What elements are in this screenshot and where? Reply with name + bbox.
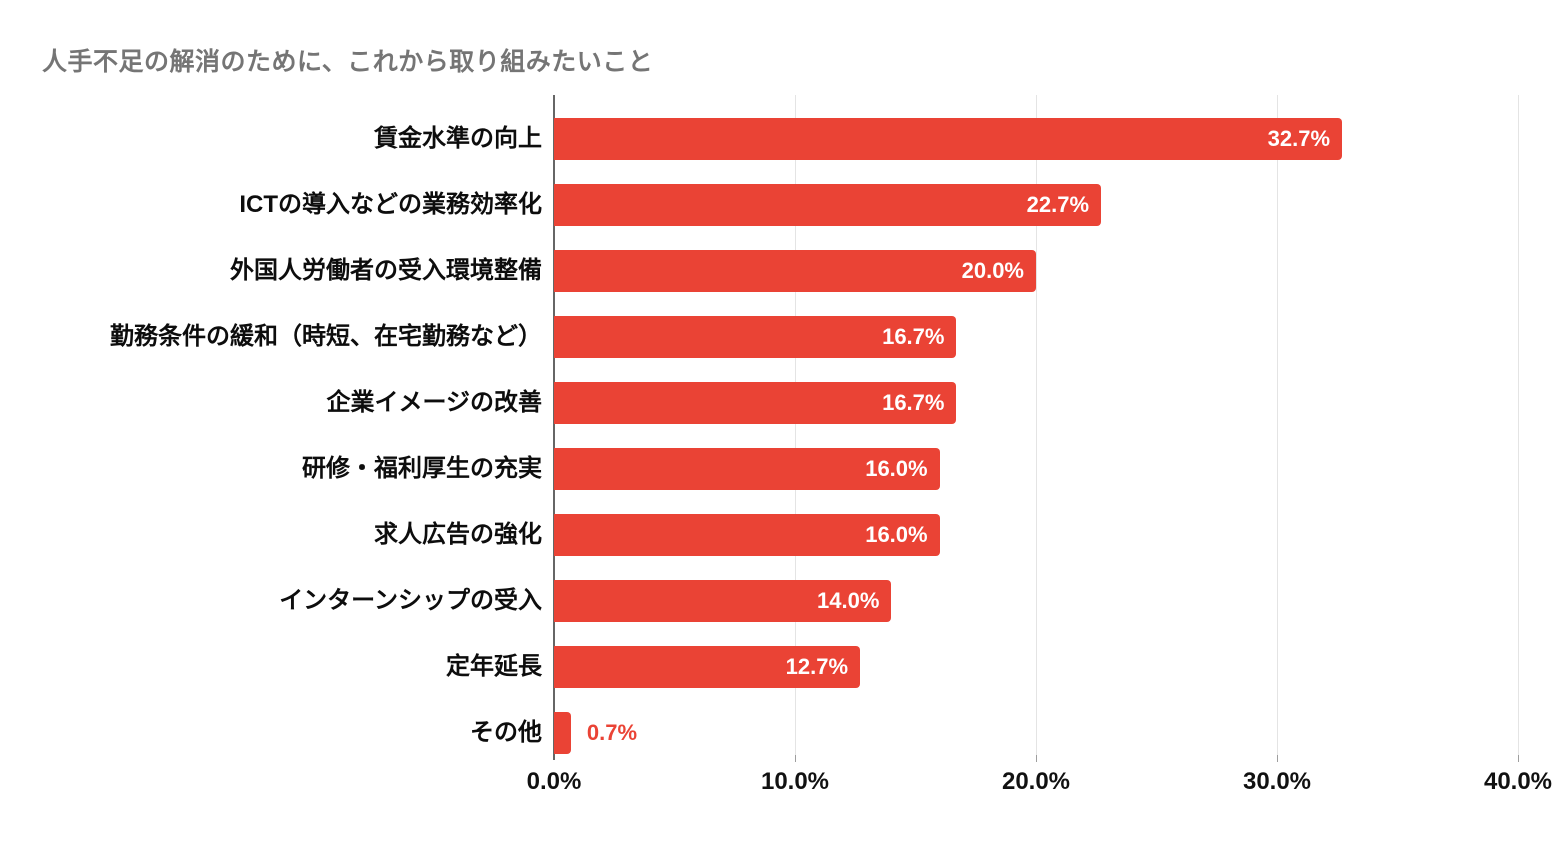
bar-value-label: 16.7% — [882, 324, 945, 349]
x-axis-tick-label: 10.0% — [760, 768, 830, 795]
bar-value-label: 32.7% — [1267, 126, 1331, 151]
bar — [554, 118, 1343, 160]
x-axis-tick — [795, 755, 796, 762]
bar — [554, 514, 940, 556]
bar-value-label: 16.7% — [882, 390, 945, 415]
bar-value-label: 14.0% — [817, 588, 880, 613]
bar-value-label: 12.7% — [785, 654, 849, 679]
category-label: インターンシップの受入 — [279, 587, 542, 614]
bar — [554, 250, 1036, 292]
category-label: その他 — [470, 719, 542, 746]
category-label: 外国人労働者の受入環境整備 — [230, 257, 542, 284]
bar-value-label: 0.7% — [586, 720, 638, 745]
category-label: 求人広告の強化 — [374, 521, 542, 548]
x-gridline — [795, 95, 796, 755]
category-label: 定年延長 — [446, 653, 542, 680]
category-label: 企業イメージの改善 — [326, 389, 542, 416]
bar — [554, 712, 571, 754]
x-gridline — [1277, 95, 1278, 755]
y-axis-line — [553, 95, 555, 760]
category-label: 勤務条件の緩和（時短、在宅勤務など） — [110, 323, 542, 350]
x-axis-tick-label: 20.0% — [1001, 768, 1071, 795]
x-gridline — [1036, 95, 1037, 755]
bar-value-label: 22.7% — [1026, 192, 1090, 217]
bar — [554, 448, 940, 490]
bar — [554, 580, 892, 622]
x-axis-tick — [1277, 755, 1278, 762]
bar-value-label: 20.0% — [961, 258, 1024, 283]
x-axis-tick-label: 0.0% — [526, 768, 582, 795]
bar-value-label: 16.0% — [865, 456, 928, 481]
category-label: ICTの導入などの業務効率化 — [239, 191, 542, 218]
bar — [554, 316, 957, 358]
bar-value-label: 16.0% — [865, 522, 928, 547]
x-gridline — [1518, 95, 1519, 755]
category-label: 賃金水準の向上 — [374, 125, 542, 152]
bar — [554, 382, 957, 424]
chart-title: 人手不足の解消のために、これから取り組みたいこと — [42, 48, 654, 76]
x-axis-tick-label: 40.0% — [1483, 768, 1553, 795]
x-axis-tick — [1036, 755, 1037, 762]
category-label: 研修・福利厚生の充実 — [302, 455, 542, 482]
bar — [554, 646, 861, 688]
x-axis-tick — [1518, 755, 1519, 762]
bar — [554, 184, 1102, 226]
x-axis-tick-label: 30.0% — [1242, 768, 1312, 795]
